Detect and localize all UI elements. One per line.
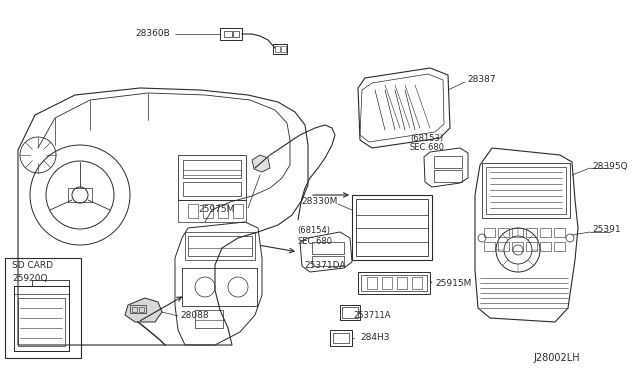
Bar <box>233 204 243 218</box>
Bar <box>512 242 523 251</box>
Bar <box>183 182 241 196</box>
Bar <box>434 156 462 168</box>
Bar <box>275 46 280 52</box>
Bar <box>218 204 228 218</box>
Bar <box>434 170 462 182</box>
Bar <box>139 307 144 312</box>
Bar <box>188 236 252 256</box>
Polygon shape <box>252 155 270 172</box>
Text: SEC.680: SEC.680 <box>297 237 332 246</box>
Text: 25915M: 25915M <box>435 279 472 288</box>
Bar <box>182 268 257 306</box>
Text: (68153): (68153) <box>410 134 443 142</box>
Text: J28002LH: J28002LH <box>533 353 580 363</box>
Text: (68154): (68154) <box>297 227 330 235</box>
Bar <box>5 258 81 358</box>
Text: 25391: 25391 <box>592 225 621 234</box>
Text: 25920Q: 25920Q <box>12 273 47 282</box>
Bar <box>188 204 198 218</box>
Bar <box>333 333 349 343</box>
Text: 28395Q: 28395Q <box>592 161 628 170</box>
Bar <box>178 200 246 222</box>
Bar <box>540 242 551 251</box>
Text: SD CARD: SD CARD <box>12 262 53 270</box>
Bar <box>356 199 428 256</box>
Bar <box>178 155 246 200</box>
Bar <box>281 46 286 52</box>
Bar <box>526 228 537 237</box>
Bar <box>18 298 65 346</box>
Bar <box>130 305 146 313</box>
Bar <box>367 277 377 289</box>
Bar <box>183 160 241 178</box>
Text: 28330M: 28330M <box>301 196 338 205</box>
Bar <box>132 307 137 312</box>
Text: 28387: 28387 <box>467 76 495 84</box>
Bar <box>412 277 422 289</box>
Bar <box>203 204 213 218</box>
Text: 25371DA: 25371DA <box>304 260 346 269</box>
Text: SEC.680: SEC.680 <box>410 144 445 153</box>
Bar <box>484 242 495 251</box>
Bar <box>14 286 69 351</box>
Bar <box>540 228 551 237</box>
Bar <box>397 277 407 289</box>
Text: 28360B: 28360B <box>135 29 170 38</box>
Bar <box>342 307 358 318</box>
Bar <box>233 31 239 37</box>
Bar <box>358 272 430 294</box>
Bar <box>484 228 495 237</box>
Bar <box>498 242 509 251</box>
Bar <box>554 228 565 237</box>
Polygon shape <box>125 298 162 322</box>
Text: 28088: 28088 <box>180 311 209 321</box>
Bar <box>482 163 570 218</box>
Bar <box>195 310 223 328</box>
Bar <box>273 44 287 54</box>
Bar <box>330 330 352 346</box>
Bar <box>68 188 92 202</box>
Bar <box>312 256 344 266</box>
Text: 25975M: 25975M <box>198 205 235 215</box>
Bar <box>312 242 344 254</box>
Text: 253711A: 253711A <box>353 311 390 321</box>
Bar <box>486 167 566 214</box>
Bar <box>361 275 427 291</box>
Bar <box>512 228 523 237</box>
Bar <box>185 232 255 260</box>
Bar <box>340 305 360 320</box>
Bar <box>498 228 509 237</box>
Bar <box>220 28 242 40</box>
Bar <box>526 242 537 251</box>
Bar <box>352 195 432 260</box>
Text: 284H3: 284H3 <box>360 334 390 343</box>
Bar <box>224 31 232 37</box>
Bar <box>554 242 565 251</box>
Bar <box>382 277 392 289</box>
Bar <box>14 286 69 294</box>
